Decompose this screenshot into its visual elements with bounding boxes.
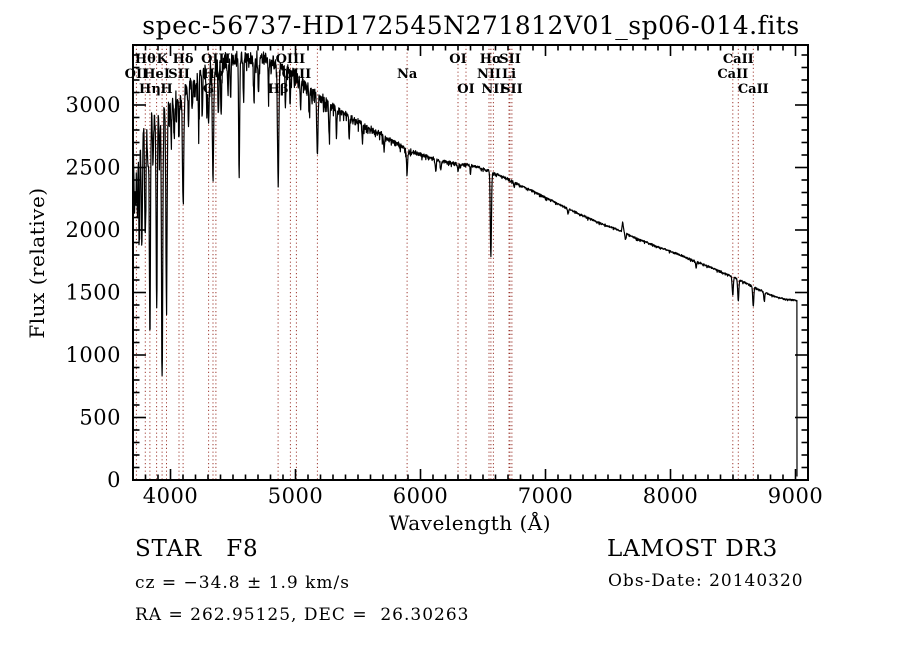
spectral-line-label: Hη — [139, 82, 161, 97]
spectral-line-label: Hβ — [268, 82, 289, 97]
spectral-line-label: OIII — [282, 67, 312, 82]
spectral-line-label: OIII — [276, 52, 306, 67]
y-axis-tick-label: 2000 — [66, 218, 121, 242]
spectral-line-label: SII — [499, 52, 521, 67]
plot-frame — [132, 44, 809, 481]
y-axis-tick-label: 3000 — [66, 93, 121, 117]
spectral-line-label: Na — [397, 67, 418, 82]
survey-release-label: LAMOST DR3 — [607, 536, 778, 562]
classification-label: STAR F8 — [135, 536, 259, 562]
x-axis-tick-label: 7000 — [518, 484, 573, 508]
y-axis-tick-label: 1000 — [66, 343, 121, 367]
spectral-line-label: NII — [477, 67, 501, 82]
plot-title: spec-56737-HD172545N271812V01_sp06-014.f… — [142, 11, 799, 40]
y-axis-title: Flux (relative) — [25, 187, 49, 338]
ra-dec-value: RA = 262.95125, DEC = 26.30263 — [135, 605, 470, 625]
spectral-line-label: CaII — [738, 82, 769, 97]
spectral-line-label: SII — [501, 82, 523, 97]
spectral-line-label: G — [203, 82, 214, 97]
y-axis-tick-label: 1500 — [66, 281, 121, 305]
spectral-line-label: K — [156, 52, 168, 67]
spectral-line-label: H — [160, 82, 172, 97]
spectral-line-label: Hα — [480, 52, 502, 67]
spectral-line-label: Hδ — [173, 52, 194, 67]
spectral-line-label: OIII — [201, 52, 231, 67]
x-axis-title: Wavelength (Å) — [389, 510, 551, 535]
x-axis-tick-label: 8000 — [643, 484, 698, 508]
x-axis-tick-label: 4000 — [143, 484, 198, 508]
spectral-line-label: SII — [168, 67, 190, 82]
x-axis-tick-label: 9000 — [768, 484, 823, 508]
obs-date-value: Obs-Date: 20140320 — [608, 571, 804, 591]
y-axis-tick-label: 500 — [79, 406, 121, 430]
y-axis-tick-label: 2500 — [66, 156, 121, 180]
spectral-line-label: Hγ — [203, 67, 224, 82]
y-axis-tick-label: 0 — [107, 468, 121, 492]
spectral-line-label: CaII — [723, 52, 754, 67]
x-axis-tick-label: 5000 — [268, 484, 323, 508]
spectral-line-label: Li — [502, 67, 516, 82]
spectral-line-label: OI — [449, 52, 466, 67]
spectral-line-label: CaII — [717, 67, 748, 82]
spectral-line-label: Hθ — [135, 52, 156, 67]
cz-value: cz = −34.8 ± 1.9 km/s — [135, 573, 350, 593]
spectral-line-label: OI — [457, 82, 474, 97]
x-axis-tick-label: 6000 — [393, 484, 448, 508]
spectral-line-label: HeI — [143, 67, 170, 82]
spectrum-trace — [132, 50, 798, 477]
spectral-line-label: NII — [481, 82, 505, 97]
spectral-line-label: OII — [125, 67, 149, 82]
